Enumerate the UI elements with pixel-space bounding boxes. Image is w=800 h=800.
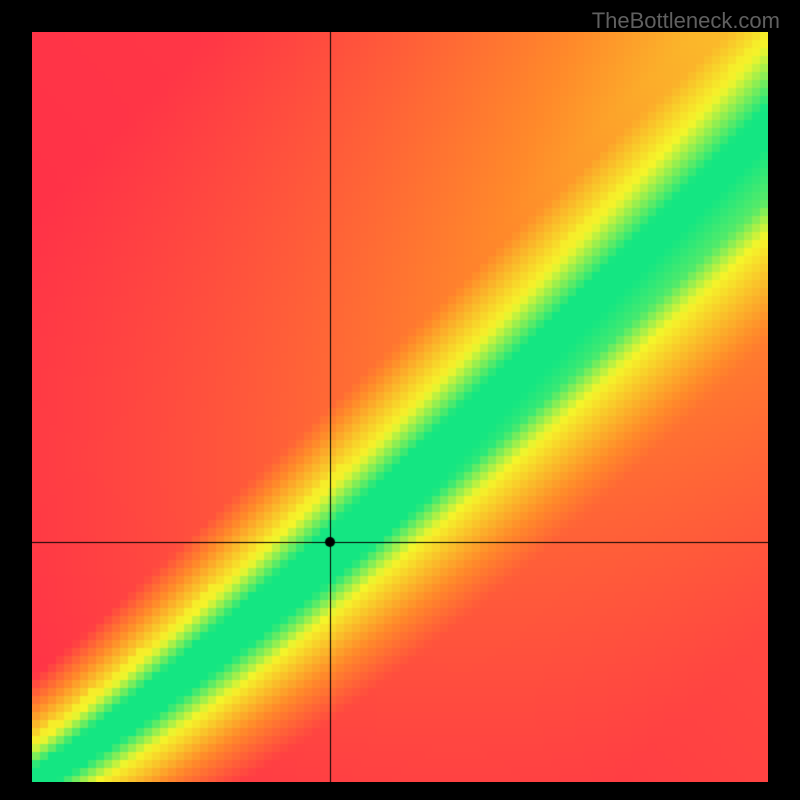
bottleneck-heatmap-chart	[32, 32, 768, 782]
watermark-text: TheBottleneck.com	[592, 8, 780, 34]
heatmap-canvas	[32, 32, 768, 782]
